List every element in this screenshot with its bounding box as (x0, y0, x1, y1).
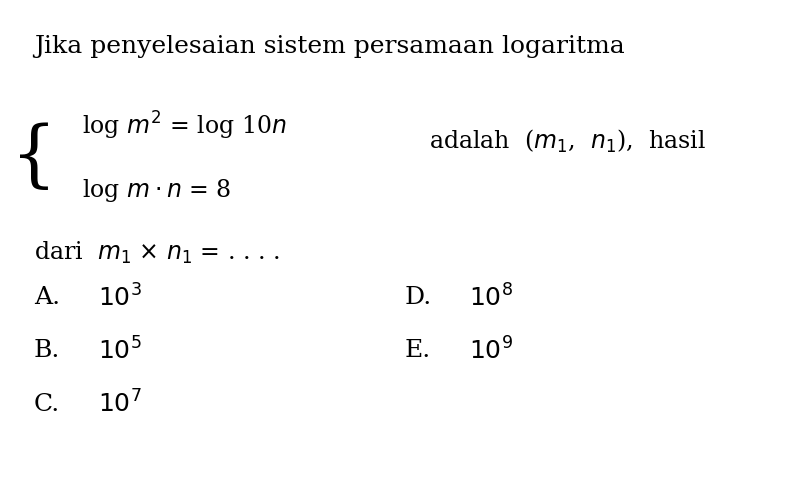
Text: dari  $m_1$ $\times$ $n_1$ = . . . .: dari $m_1$ $\times$ $n_1$ = . . . . (34, 240, 279, 266)
Text: adalah  ($m_1$,  $n_1$),  hasil: adalah ($m_1$, $n_1$), hasil (429, 127, 705, 154)
Text: log $m^2$ = log 10$n$: log $m^2$ = log 10$n$ (82, 110, 286, 142)
Text: D.: D. (404, 286, 432, 309)
Text: {: { (11, 122, 57, 193)
Text: $10^5$: $10^5$ (98, 337, 142, 364)
Text: E.: E. (404, 339, 430, 362)
Text: log $m \cdot n$ = 8: log $m \cdot n$ = 8 (82, 177, 231, 204)
Text: B.: B. (34, 339, 60, 362)
Text: $10^9$: $10^9$ (469, 337, 513, 364)
Text: C.: C. (34, 392, 60, 415)
Text: $10^3$: $10^3$ (98, 284, 142, 311)
Text: $10^8$: $10^8$ (469, 284, 513, 311)
Text: Jika penyelesaian sistem persamaan logaritma: Jika penyelesaian sistem persamaan logar… (34, 35, 625, 58)
Text: $10^7$: $10^7$ (98, 390, 142, 417)
Text: A.: A. (34, 286, 60, 309)
